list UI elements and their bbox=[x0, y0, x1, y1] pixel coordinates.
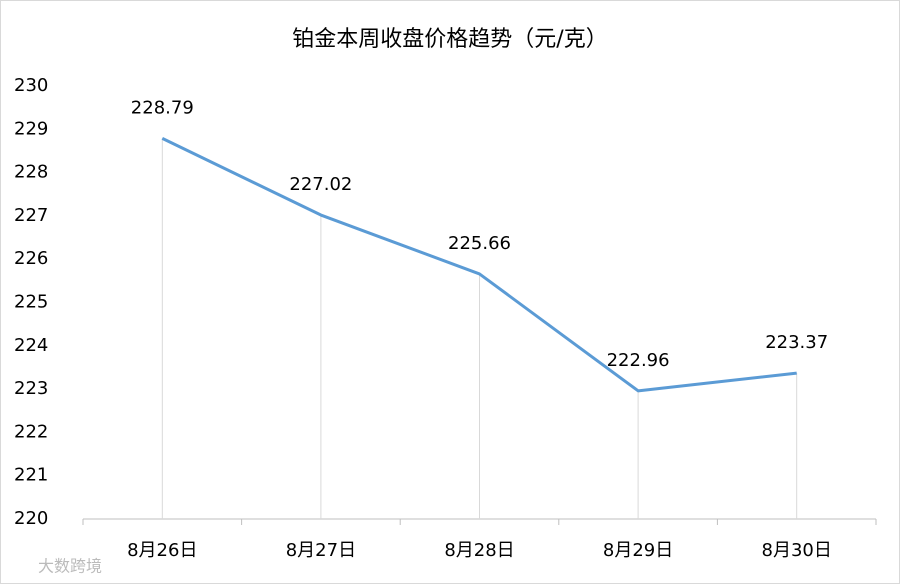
y-tick-label: 226 bbox=[14, 248, 48, 269]
x-tick-label: 8月29日 bbox=[603, 540, 673, 561]
data-label: 223.37 bbox=[765, 332, 828, 353]
y-tick-label: 221 bbox=[14, 465, 48, 486]
y-tick-label: 228 bbox=[14, 162, 48, 183]
y-tick-label: 224 bbox=[14, 335, 48, 356]
y-tick-label: 230 bbox=[14, 75, 48, 96]
y-tick-label: 222 bbox=[14, 421, 48, 442]
series-line bbox=[161, 137, 797, 393]
data-label: 227.02 bbox=[289, 174, 352, 195]
x-tick-label: 8月30日 bbox=[762, 540, 832, 561]
y-tick-label: 220 bbox=[14, 508, 48, 529]
data-label: 222.96 bbox=[607, 350, 670, 371]
y-tick-label: 225 bbox=[14, 292, 48, 313]
x-tick-label: 8月26日 bbox=[127, 540, 197, 561]
watermark: 大数跨境 bbox=[38, 557, 102, 576]
x-tick-label: 8月28日 bbox=[444, 540, 514, 561]
x-tick-label: 8月27日 bbox=[286, 540, 356, 561]
y-tick-label: 227 bbox=[14, 205, 48, 226]
y-tick-label: 229 bbox=[14, 118, 48, 139]
chart-title: 铂金本周收盘价格趋势（元/克） bbox=[292, 27, 607, 52]
data-label: 225.66 bbox=[448, 233, 511, 254]
data-label: 228.79 bbox=[131, 97, 194, 118]
y-tick-label: 223 bbox=[14, 378, 48, 399]
